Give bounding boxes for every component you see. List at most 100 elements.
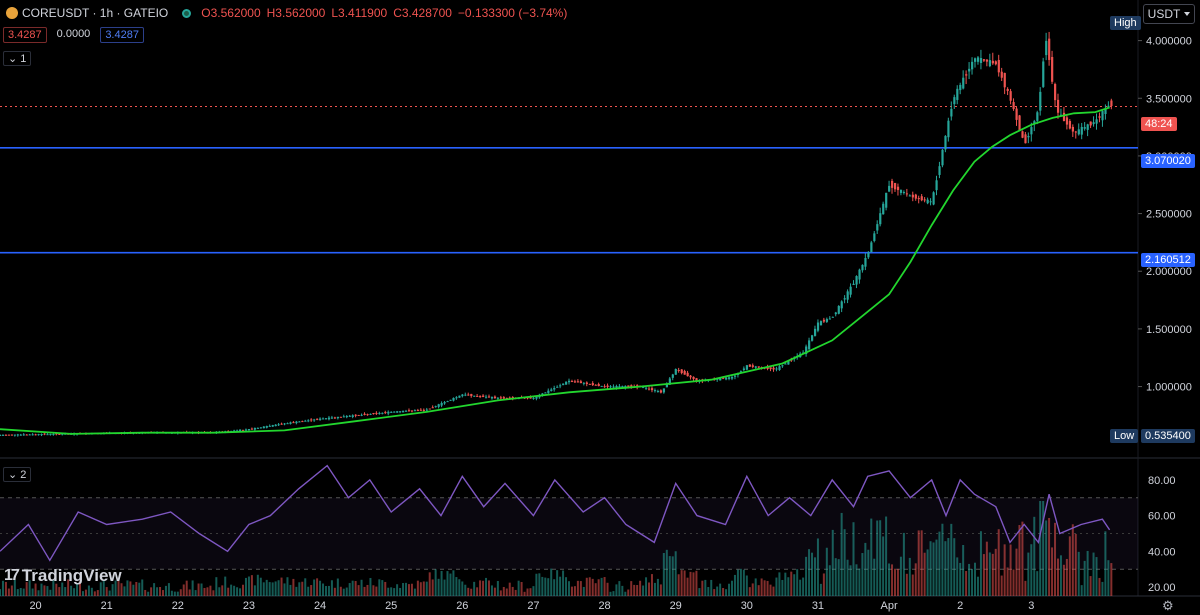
volume-bar	[268, 582, 271, 596]
volume-bar	[342, 588, 345, 596]
volume-bar	[837, 559, 840, 596]
volume-bar	[719, 583, 722, 596]
volume-bar	[467, 587, 470, 596]
candle-body	[1056, 99, 1060, 113]
volume-bar	[1095, 557, 1098, 596]
candle-body	[55, 433, 58, 435]
volume-bar	[310, 585, 313, 596]
volume-bar	[244, 577, 247, 596]
tradingview-logo[interactable]: 17 TradingView	[4, 566, 122, 586]
volume-bar	[372, 585, 375, 596]
volume-bar	[31, 588, 34, 596]
volume-bar	[769, 584, 772, 596]
candle-body	[1098, 116, 1101, 118]
candle-body	[600, 385, 603, 387]
volume-bar	[357, 585, 360, 596]
candle-body	[1009, 91, 1012, 101]
volume-bar	[582, 586, 585, 596]
candle-body	[1045, 40, 1048, 56]
symbol-title[interactable]: COREUSDT · 1h · GATEIO	[22, 6, 169, 20]
volume-bar	[562, 570, 565, 596]
candle-body	[662, 388, 666, 393]
volume-bar	[46, 586, 49, 596]
candle-body	[597, 384, 600, 387]
volume-bar	[1092, 552, 1095, 596]
volume-bar	[351, 580, 354, 596]
volume-bar	[132, 584, 135, 596]
level-tag-2[interactable]: 2.160512	[1141, 253, 1195, 267]
volume-bar	[650, 574, 653, 596]
candle-body	[1062, 112, 1066, 122]
volume-bar	[363, 586, 366, 596]
volume-bar	[1018, 525, 1021, 596]
volume-bar	[375, 586, 378, 596]
volume-bar	[733, 574, 736, 596]
candle-body	[591, 383, 594, 386]
volume-bar	[161, 590, 164, 596]
candle-body	[819, 321, 823, 326]
candle-body	[559, 385, 562, 387]
candle-body	[882, 203, 885, 215]
candle-body	[1012, 102, 1015, 110]
candle-body	[656, 390, 660, 392]
volume-bar	[105, 587, 108, 596]
volume-bar	[953, 538, 956, 596]
candle-body	[668, 378, 671, 385]
candle-body	[508, 397, 511, 399]
candle-body	[680, 369, 683, 374]
candle-body	[387, 411, 390, 414]
volume-bar	[757, 585, 760, 596]
candle-body	[550, 389, 553, 391]
candle-body	[416, 410, 420, 412]
volume-bar	[1036, 571, 1039, 596]
candle-body	[1080, 126, 1083, 135]
candle-body	[1006, 88, 1009, 92]
candle-body	[378, 412, 381, 414]
volume-bar	[594, 583, 597, 596]
market-status-icon	[182, 8, 192, 18]
level-tag-1[interactable]: 3.070020	[1141, 154, 1195, 168]
brand-name: TradingView	[21, 566, 122, 585]
volume-bar	[858, 568, 861, 596]
candle-body	[728, 377, 731, 379]
volume-bar	[390, 587, 393, 596]
candle-body	[988, 60, 992, 67]
volume-bar	[1086, 550, 1089, 596]
volume-bar	[111, 584, 114, 596]
settings-gear-icon[interactable]: ⚙	[1162, 598, 1174, 613]
volume-bar	[1077, 551, 1080, 596]
volume-bar	[920, 530, 923, 596]
volume-bar	[253, 585, 256, 596]
volume-bar	[556, 570, 559, 596]
candle-body	[846, 291, 849, 300]
pane2-collapse-button[interactable]: ⌄ 2	[3, 467, 32, 482]
volume-bar	[25, 582, 28, 596]
candle-body	[1086, 124, 1089, 130]
candle-body	[455, 397, 458, 399]
volume-bar	[840, 512, 843, 596]
volume-bar	[185, 580, 188, 596]
time-tick-label: 25	[385, 600, 397, 612]
volume-bar	[239, 588, 242, 596]
candle-body	[905, 193, 909, 195]
volume-bar	[911, 574, 914, 596]
volume-bar	[1015, 548, 1018, 596]
volume-bar	[114, 580, 117, 596]
candle-body	[568, 380, 571, 383]
volume-bar	[1009, 544, 1012, 596]
candle-body	[405, 410, 408, 412]
candle-body	[345, 416, 348, 418]
volume-bar	[117, 580, 120, 596]
currency-select[interactable]: USDT	[1143, 4, 1195, 24]
candle-body	[473, 395, 476, 397]
volume-bar	[1080, 585, 1083, 596]
pane1-collapse-button[interactable]: ⌄ 1	[3, 51, 32, 66]
volume-bar	[778, 572, 781, 596]
volume-bar	[876, 520, 879, 596]
candle-body	[7, 434, 11, 436]
price-tick-label: 1.500000	[1146, 324, 1192, 336]
volume-bar	[227, 587, 230, 596]
volume-bar	[425, 581, 428, 596]
volume-bar	[532, 586, 535, 596]
